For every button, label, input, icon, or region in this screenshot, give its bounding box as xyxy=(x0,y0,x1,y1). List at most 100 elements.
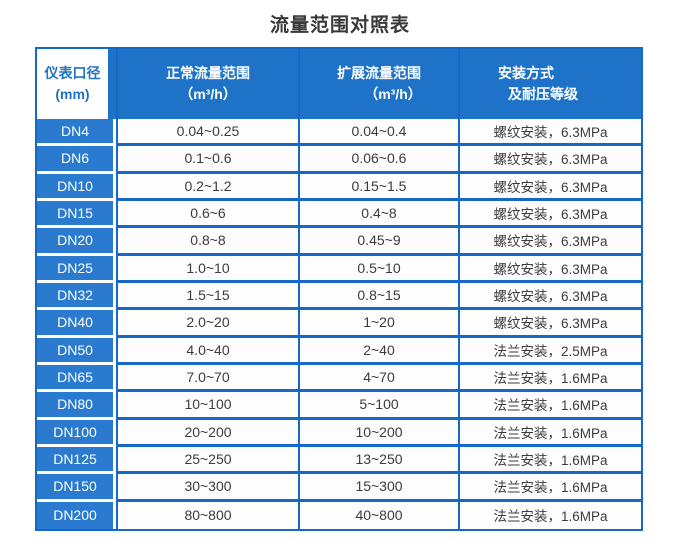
cell-installation: 螺纹安装，6.3MPa xyxy=(458,173,641,201)
header-extended-flow: 扩展流量范围 （m³/h） xyxy=(298,49,458,119)
cell-dn-size: DN80 xyxy=(37,392,113,420)
cell-extended-flow: 0.4~8 xyxy=(298,200,458,229)
cell-installation: 法兰安装，1.6MPa xyxy=(458,392,641,420)
table-row: DN50 4.0~40 2~40 法兰安装，2.5MPa xyxy=(37,337,641,365)
cell-extended-flow: 0.15~1.5 xyxy=(298,173,458,201)
cell-extended-flow: 5~100 xyxy=(298,392,458,420)
cell-extended-flow: 0.5~10 xyxy=(298,255,458,283)
table-row: DN6 0.1~0.6 0.06~0.6 螺纹安装，6.3MPa xyxy=(37,146,641,174)
column-gap xyxy=(113,255,116,283)
column-gap xyxy=(113,474,116,502)
cell-normal-flow: 7.0~70 xyxy=(116,364,298,393)
column-gap xyxy=(113,419,116,447)
cell-installation: 法兰安装，1.6MPa xyxy=(458,446,641,475)
header-extended-flow-unit: （m³/h） xyxy=(364,86,422,102)
page-title: 流量范围对照表 xyxy=(269,15,410,36)
cell-extended-flow: 0.8~15 xyxy=(298,282,458,311)
cell-normal-flow: 0.04~0.25 xyxy=(116,119,298,147)
header-normal-flow-label: 正常流量范围 xyxy=(166,65,250,81)
table-row: DN10 0.2~1.2 0.15~1.5 螺纹安装，6.3MPa xyxy=(37,173,641,201)
cell-dn-size: DN200 xyxy=(37,501,113,529)
flow-range-table: 仪表口径 (mm) 正常流量范围 （m³/h） 扩展流量范围 （m³/h） 安装… xyxy=(35,47,643,531)
cell-dn-size: DN10 xyxy=(37,173,113,201)
cell-extended-flow: 0.45~9 xyxy=(298,228,458,256)
cell-dn-size: DN4 xyxy=(37,119,113,147)
cell-normal-flow: 0.8~8 xyxy=(116,228,298,256)
cell-extended-flow: 0.04~0.4 xyxy=(298,119,458,147)
cell-installation: 法兰安装，1.6MPa xyxy=(458,474,641,502)
table-row: DN4 0.04~0.25 0.04~0.4 螺纹安装，6.3MPa xyxy=(37,119,641,147)
cell-normal-flow: 25~250 xyxy=(116,446,298,475)
cell-installation: 螺纹安装，6.3MPa xyxy=(458,146,641,174)
cell-extended-flow: 40~800 xyxy=(298,501,458,529)
cell-normal-flow: 80~800 xyxy=(116,501,298,529)
table-row: DN32 1.5~15 0.8~15 螺纹安装，6.3MPa xyxy=(37,282,641,311)
cell-installation: 螺纹安装，6.3MPa xyxy=(458,228,641,256)
column-gap xyxy=(113,337,116,365)
column-gap xyxy=(113,392,116,420)
cell-installation: 法兰安装，2.5MPa xyxy=(458,337,641,365)
cell-installation: 螺纹安装，6.3MPa xyxy=(458,310,641,338)
column-gap xyxy=(113,310,116,338)
header-extended-flow-label: 扩展流量范围 xyxy=(337,65,421,81)
table-row: DN125 25~250 13~250 法兰安装，1.6MPa xyxy=(37,446,641,475)
cell-dn-size: DN32 xyxy=(37,282,113,311)
column-gap xyxy=(113,501,116,529)
cell-installation: 螺纹安装，6.3MPa xyxy=(458,119,641,147)
cell-extended-flow: 15~300 xyxy=(298,474,458,502)
cell-dn-size: DN65 xyxy=(37,364,113,393)
table-row: DN40 2.0~20 1~20 螺纹安装，6.3MPa xyxy=(37,310,641,338)
column-gap xyxy=(113,200,116,229)
column-gap xyxy=(113,173,116,201)
cell-extended-flow: 1~20 xyxy=(298,310,458,338)
cell-normal-flow: 0.2~1.2 xyxy=(116,173,298,201)
column-gap xyxy=(113,446,116,475)
cell-normal-flow: 20~200 xyxy=(116,419,298,447)
header-installation-label: 安装方式 xyxy=(498,65,554,81)
cell-dn-size: DN50 xyxy=(37,337,113,365)
column-gap xyxy=(113,119,116,147)
table-header-row: 仪表口径 (mm) 正常流量范围 （m³/h） 扩展流量范围 （m³/h） 安装… xyxy=(37,49,641,119)
table-body: DN4 0.04~0.25 0.04~0.4 螺纹安装，6.3MPa DN6 0… xyxy=(37,119,641,529)
cell-dn-size: DN125 xyxy=(37,446,113,475)
table-row: DN100 20~200 10~200 法兰安装，1.6MPa xyxy=(37,419,641,447)
column-gap xyxy=(113,146,116,174)
cell-dn-size: DN150 xyxy=(37,474,113,502)
cell-normal-flow: 10~100 xyxy=(116,392,298,420)
table-row: DN200 80~800 40~800 法兰安装，1.6MPa xyxy=(37,501,641,529)
header-meter-diameter-unit: (mm) xyxy=(55,86,90,102)
header-installation-rating: 及耐压等级 xyxy=(508,86,578,102)
table-row: DN150 30~300 15~300 法兰安装，1.6MPa xyxy=(37,474,641,502)
cell-dn-size: DN25 xyxy=(37,255,113,283)
header-installation: 安装方式 及耐压等级 xyxy=(458,49,641,119)
cell-extended-flow: 0.06~0.6 xyxy=(298,146,458,174)
cell-normal-flow: 4.0~40 xyxy=(116,337,298,365)
cell-installation: 法兰安装，1.6MPa xyxy=(458,419,641,447)
cell-normal-flow: 30~300 xyxy=(116,474,298,502)
cell-installation: 螺纹安装，6.3MPa xyxy=(458,282,641,311)
cell-normal-flow: 0.1~0.6 xyxy=(116,146,298,174)
cell-installation: 螺纹安装，6.3MPa xyxy=(458,200,641,229)
table-row: DN25 1.0~10 0.5~10 螺纹安装，6.3MPa xyxy=(37,255,641,283)
header-normal-flow-unit: （m³/h） xyxy=(179,86,237,102)
cell-normal-flow: 1.0~10 xyxy=(116,255,298,283)
cell-dn-size: DN40 xyxy=(37,310,113,338)
table-row: DN15 0.6~6 0.4~8 螺纹安装，6.3MPa xyxy=(37,200,641,229)
table-row: DN65 7.0~70 4~70 法兰安装，1.6MPa xyxy=(37,364,641,393)
cell-dn-size: DN20 xyxy=(37,228,113,256)
header-meter-diameter: 仪表口径 (mm) xyxy=(37,49,108,119)
cell-dn-size: DN15 xyxy=(37,200,113,229)
header-meter-diameter-label: 仪表口径 xyxy=(44,65,101,81)
cell-dn-size: DN100 xyxy=(37,419,113,447)
cell-normal-flow: 0.6~6 xyxy=(116,200,298,229)
cell-installation: 法兰安装，1.6MPa xyxy=(458,364,641,393)
table-row: DN20 0.8~8 0.45~9 螺纹安装，6.3MPa xyxy=(37,228,641,256)
column-gap xyxy=(113,364,116,393)
cell-installation: 螺纹安装，6.3MPa xyxy=(458,255,641,283)
cell-extended-flow: 10~200 xyxy=(298,419,458,447)
table-row: DN80 10~100 5~100 法兰安装，1.6MPa xyxy=(37,392,641,420)
cell-extended-flow: 4~70 xyxy=(298,364,458,393)
column-gap xyxy=(113,282,116,311)
cell-normal-flow: 1.5~15 xyxy=(116,282,298,311)
